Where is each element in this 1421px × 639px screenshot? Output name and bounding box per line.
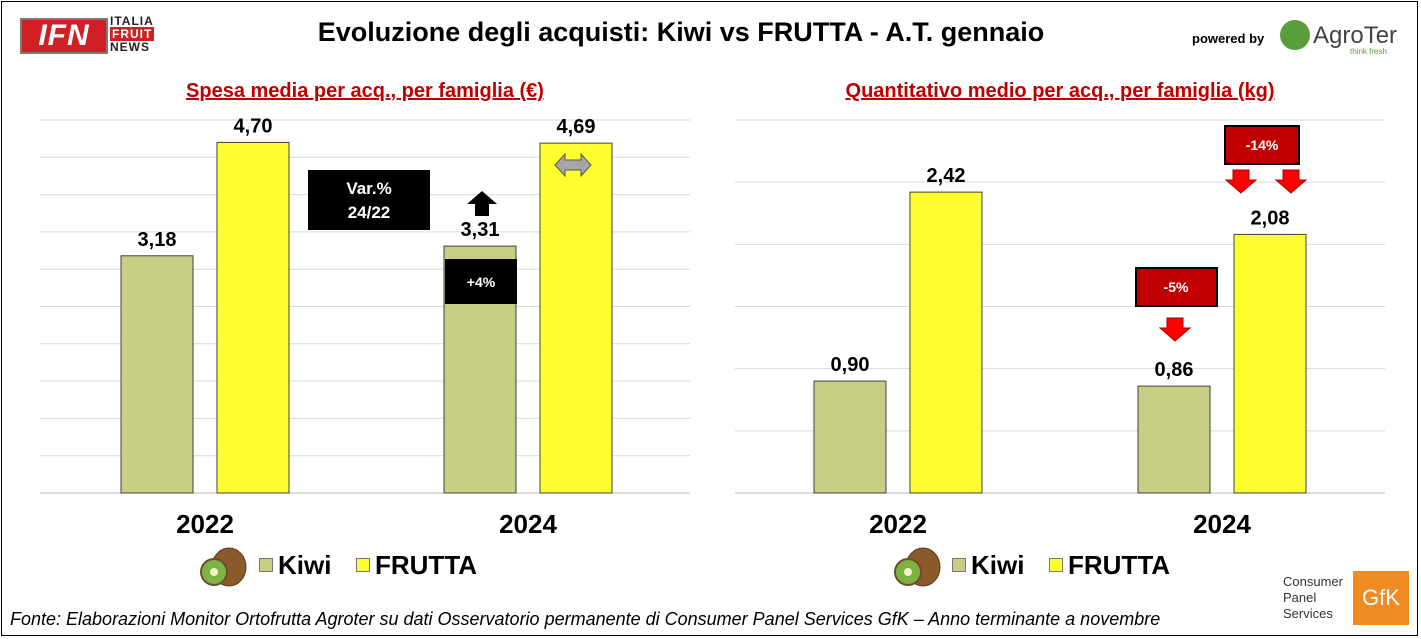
right-label-frutta-2024: 2,08 <box>1251 207 1290 229</box>
right-legend-frutta-label: FRUTTA <box>1068 550 1171 580</box>
left-legend-kiwi-icon <box>200 547 247 587</box>
left-bar-frutta-2024 <box>539 142 613 494</box>
kiwi-down-arrow-icon <box>1158 317 1192 342</box>
kiwi-decline-label: -5% <box>1164 279 1189 295</box>
right-label-kiwi-2022: 0,90 <box>831 354 870 376</box>
right-bar-frutta-2022 <box>909 191 983 494</box>
left-label-kiwi-2024: 3,31 <box>461 219 500 241</box>
frutta-decline-label: -14% <box>1246 137 1279 153</box>
left-label-frutta-2024: 4,69 <box>557 116 596 138</box>
frutta-stable-arrow-icon <box>554 152 592 178</box>
left-bars: 3,18 3,31 4,70 4,69 <box>120 115 613 494</box>
kiwi-decline-box <box>1135 267 1218 307</box>
ifn-logo-words: ITALIA FRUIT NEWS <box>110 14 155 54</box>
right-panel-title: Quantitativo medio per acq., per famigli… <box>845 80 1275 102</box>
right-category-2024: 2024 <box>1193 509 1251 539</box>
left-panel-title: Spesa media per acq., per famiglia (€) <box>186 80 544 102</box>
cps-line-1: Consumer <box>1283 574 1343 589</box>
right-legend-kiwi-label: Kiwi <box>971 550 1025 580</box>
left-legend-frutta-label: FRUTTA <box>375 550 478 580</box>
cps-line-3: Services <box>1283 606 1333 621</box>
right-bar-kiwi-2022 <box>813 380 887 494</box>
ifn-word-fruit: FRUIT <box>110 27 155 41</box>
agroter-tagline: think fresh <box>1350 47 1387 56</box>
agroter-logo-text: AgroTer <box>1313 22 1398 49</box>
frutta-decline-box <box>1224 125 1300 165</box>
ifn-logo: IFN <box>20 18 108 54</box>
ifn-word-italia: ITALIA <box>110 14 154 28</box>
kiwi-change-label: +4% <box>467 274 496 290</box>
cps-line-2: Panel <box>1283 590 1317 605</box>
frutta-down-arrow-left-icon <box>1224 169 1258 194</box>
var-box <box>308 170 430 230</box>
var-box-line2: 24/22 <box>348 203 391 222</box>
var-box-line1: Var.% <box>346 179 391 198</box>
kiwi-up-arrow-icon <box>467 191 497 216</box>
left-legend-kiwi-swatch <box>259 558 273 572</box>
right-category-2022: 2022 <box>869 509 927 539</box>
left-bar-kiwi-2022 <box>120 255 194 494</box>
ifn-word-news: NEWS <box>110 40 150 54</box>
gfk-logo: GfK <box>1353 571 1409 625</box>
kiwi-change-box <box>445 259 517 304</box>
agroter-tree-icon <box>1280 20 1310 50</box>
right-legend-kiwi-icon <box>894 547 941 587</box>
right-label-kiwi-2024: 0,86 <box>1155 359 1194 381</box>
right-bar-kiwi-2024 <box>1137 385 1211 494</box>
powered-by-label: powered by <box>1192 31 1265 46</box>
left-category-2022: 2022 <box>176 509 234 539</box>
left-legend-kiwi-label: Kiwi <box>278 550 332 580</box>
right-legend-frutta-swatch <box>1049 558 1063 572</box>
left-category-2024: 2024 <box>499 509 557 539</box>
page-title: Evoluzione degli acquisti: Kiwi vs FRUTT… <box>317 17 1045 47</box>
left-label-frutta-2022: 4,70 <box>234 115 273 137</box>
right-bars: 0,90 0,86 2,42 2,08 <box>813 165 1307 494</box>
right-label-frutta-2022: 2,42 <box>927 165 966 187</box>
source-note: Fonte: Elaborazioni Monitor Ortofrutta A… <box>10 609 1161 629</box>
left-legend-frutta-swatch <box>356 558 370 572</box>
consumer-panel-services-logo: Consumer Panel Services <box>1283 574 1343 622</box>
left-bar-frutta-2022 <box>216 141 290 494</box>
right-legend-kiwi-swatch <box>952 558 966 572</box>
right-bar-frutta-2024 <box>1233 233 1307 494</box>
left-label-kiwi-2022: 3,18 <box>138 229 177 251</box>
frutta-down-arrow-right-icon <box>1274 169 1308 194</box>
